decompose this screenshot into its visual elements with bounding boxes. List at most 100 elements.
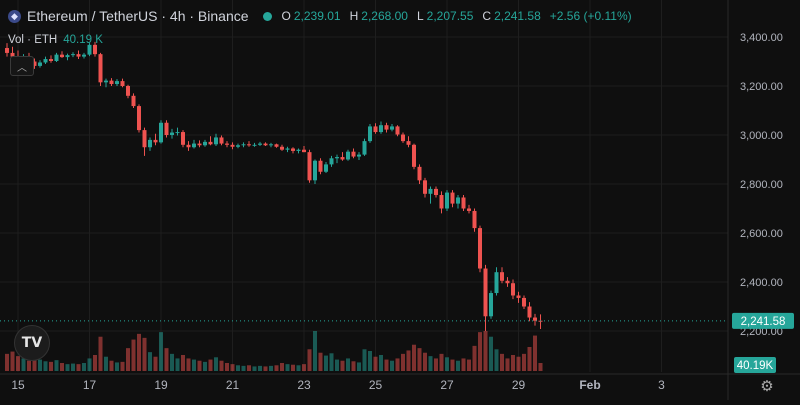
volume-bar (346, 358, 350, 371)
volume-bar (401, 353, 405, 371)
gear-icon[interactable]: ⚙ (760, 378, 774, 395)
volume-bar (280, 363, 284, 371)
candle (148, 137, 152, 151)
candle-body (313, 160, 317, 181)
volume-bar (76, 364, 81, 371)
candle-body (395, 126, 400, 135)
volume-bar (21, 358, 26, 371)
volume-bar (538, 363, 543, 371)
candle (472, 208, 477, 232)
candle-body (225, 143, 229, 145)
volume-bar (269, 365, 273, 371)
volume-bar (98, 336, 103, 371)
candle-body (412, 144, 416, 167)
volume-bar (230, 364, 235, 371)
volume-bar (456, 360, 460, 371)
candle-body (384, 125, 389, 130)
candle-body (115, 81, 119, 85)
candle-body (65, 55, 70, 58)
tradingview-logo-icon[interactable]: TV (14, 325, 50, 361)
candle (505, 277, 510, 287)
candle-body (82, 54, 86, 57)
candle-body (142, 130, 147, 148)
volume-bar (225, 363, 229, 371)
volume-tag-label: 40.19K (737, 360, 774, 372)
volume-legend[interactable]: Vol · ETH 40.19 K (8, 34, 103, 46)
candle (208, 136, 213, 146)
candle (32, 58, 37, 69)
candle (252, 142, 257, 147)
open-value: 2,239.01 (293, 9, 341, 23)
volume-bar (142, 337, 147, 371)
volume-bar (60, 363, 64, 371)
candle (313, 159, 317, 184)
candle (203, 139, 207, 147)
candle (126, 84, 130, 99)
volume-bar (439, 353, 444, 371)
volume-bar (247, 365, 251, 371)
candle-body (307, 152, 312, 181)
candle-body (93, 44, 97, 55)
candle (115, 79, 119, 86)
candle-body (335, 157, 339, 159)
volume-bar (318, 352, 323, 371)
symbol-title[interactable]: Ethereum / TetherUS · 4h · Binance (27, 8, 249, 24)
volume-bar (533, 335, 537, 371)
candle-body (170, 132, 174, 135)
candle (395, 125, 400, 137)
volume-bar (483, 331, 488, 371)
low-label: L (416, 9, 424, 23)
candle-body (340, 157, 345, 160)
candle-body (131, 95, 136, 107)
volume-bar (236, 365, 240, 371)
volume-bar (54, 360, 59, 371)
volume-bar (175, 358, 180, 371)
candle (65, 53, 70, 61)
volume-bar (522, 353, 526, 371)
candle (450, 190, 455, 208)
candle-body (252, 144, 257, 146)
candle-body (362, 141, 367, 155)
volume-bar (10, 351, 15, 371)
volume-label: Vol · ETH (8, 34, 58, 46)
candle-body (98, 54, 103, 83)
x-tick-label: 21 (226, 378, 240, 392)
candle (82, 52, 86, 59)
candle-body (516, 295, 521, 298)
candle-body (401, 134, 405, 142)
collapse-legend-button[interactable]: ︿ (10, 56, 34, 76)
candle (274, 143, 279, 148)
volume-bar (126, 348, 130, 371)
candle-body (120, 81, 125, 86)
candle (71, 52, 75, 58)
candle (236, 143, 240, 149)
candle (533, 313, 537, 326)
candle-body (522, 297, 526, 307)
volume-value: 40.19 K (63, 34, 103, 46)
candle-body (60, 54, 64, 58)
candle-body (318, 160, 323, 172)
high-label: H (349, 9, 359, 23)
candle (87, 43, 92, 57)
candle-body (483, 268, 488, 317)
candle (467, 204, 471, 214)
candle (384, 122, 389, 133)
candle (412, 143, 416, 170)
candle-body (87, 44, 92, 55)
candle (379, 121, 383, 134)
candle (197, 140, 202, 148)
volume-bar (494, 349, 499, 371)
candle (373, 123, 378, 134)
volume-bar (192, 359, 196, 371)
candle-body (219, 137, 224, 144)
y-tick-label: 2,400.00 (740, 277, 783, 289)
symbol-legend[interactable]: ◆ Ethereum / TetherUS · 4h · Binance O 2,… (8, 8, 638, 24)
candle (456, 195, 460, 209)
volume-bar (384, 359, 389, 371)
volume-tag (734, 357, 776, 373)
candle-body (280, 146, 284, 150)
candle (104, 78, 108, 88)
candle-body (390, 126, 394, 130)
